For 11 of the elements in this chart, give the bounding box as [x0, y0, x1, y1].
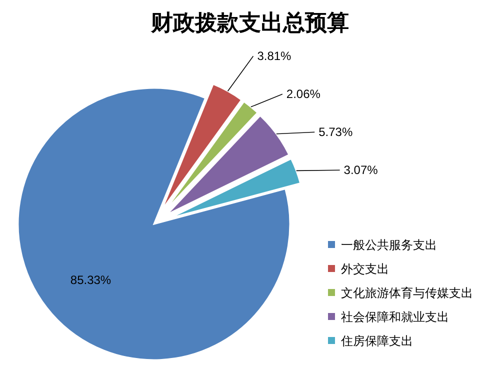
chart-title: 财政拨款支出总预算	[150, 10, 349, 35]
legend-label: 住房保障支出	[340, 334, 413, 348]
data-label: 3.81%	[257, 49, 292, 64]
data-label: 85.33%	[70, 272, 112, 287]
data-label: 2.06%	[286, 87, 321, 102]
legend-label: 外交支出	[341, 262, 389, 276]
legend-label: 一般公共服务支出	[341, 238, 437, 252]
legend-label: 文化旅游体育与传媒支出	[341, 286, 473, 300]
data-label: 3.07%	[344, 163, 378, 178]
legend-label: 社会保障和就业支出	[341, 310, 449, 324]
data-label: 5.73%	[318, 125, 353, 140]
